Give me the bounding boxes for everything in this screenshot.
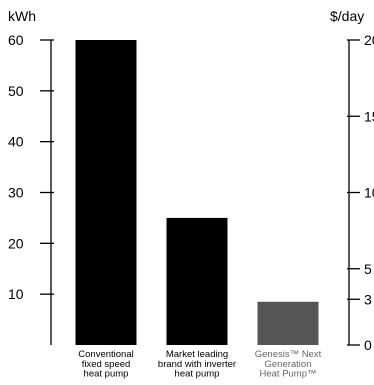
right-axis-unit-label: $/day [330, 8, 364, 24]
left-tick-label: 10 [8, 286, 24, 302]
left-tick-label: 50 [8, 83, 24, 99]
category-label: Generation [264, 359, 311, 370]
left-axis-unit-label: kWh [8, 8, 36, 24]
bars-group [75, 40, 319, 345]
right-axis-ticks: 0 3 5 10 15 20 [347, 32, 374, 353]
left-tick-label: 40 [8, 134, 24, 150]
right-tick-label: 20 [364, 32, 374, 48]
left-tick-label: 30 [8, 185, 24, 201]
right-tick-label: 15 [364, 108, 374, 124]
category-label: Conventional [78, 349, 133, 360]
category-label: Market leading [166, 349, 228, 360]
category-label: Genesis™ Next [255, 349, 322, 360]
bar [166, 217, 228, 345]
category-label: heat pump [84, 369, 129, 380]
bar [75, 40, 137, 345]
category-label: heat pump [175, 369, 220, 380]
right-tick-label: 0 [364, 337, 372, 353]
right-tick-label: 10 [364, 185, 374, 201]
left-tick-label: 60 [8, 32, 24, 48]
bar [257, 301, 319, 345]
category-label: brand with inverter [158, 359, 236, 370]
left-tick-label: 20 [8, 235, 24, 251]
category-label: fixed speed [82, 359, 131, 370]
category-label: Heat Pump™ [259, 369, 316, 380]
left-axis-ticks: 10 20 30 40 50 60 [8, 32, 54, 302]
right-tick-label: 5 [364, 261, 372, 277]
right-tick-label: 3 [364, 291, 372, 307]
